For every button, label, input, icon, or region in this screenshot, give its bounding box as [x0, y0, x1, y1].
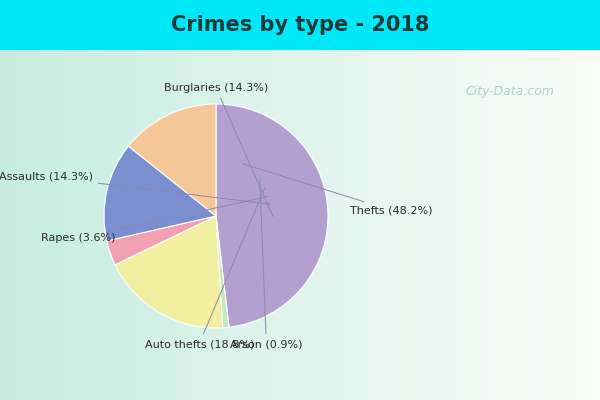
Text: Assaults (14.3%): Assaults (14.3%) — [0, 172, 271, 204]
Wedge shape — [107, 216, 216, 265]
Text: Crimes by type - 2018: Crimes by type - 2018 — [171, 15, 429, 35]
Wedge shape — [216, 104, 328, 327]
Text: Burglaries (14.3%): Burglaries (14.3%) — [164, 83, 273, 216]
Text: Rapes (3.6%): Rapes (3.6%) — [41, 196, 268, 243]
Wedge shape — [104, 146, 216, 241]
Wedge shape — [128, 104, 216, 216]
Text: Arson (0.9%): Arson (0.9%) — [230, 180, 302, 349]
Wedge shape — [115, 216, 223, 328]
Text: City-Data.com: City-Data.com — [466, 86, 554, 98]
Text: Thefts (48.2%): Thefts (48.2%) — [242, 164, 433, 215]
Wedge shape — [216, 216, 229, 328]
Text: Auto thefts (18.8%): Auto thefts (18.8%) — [145, 188, 265, 349]
